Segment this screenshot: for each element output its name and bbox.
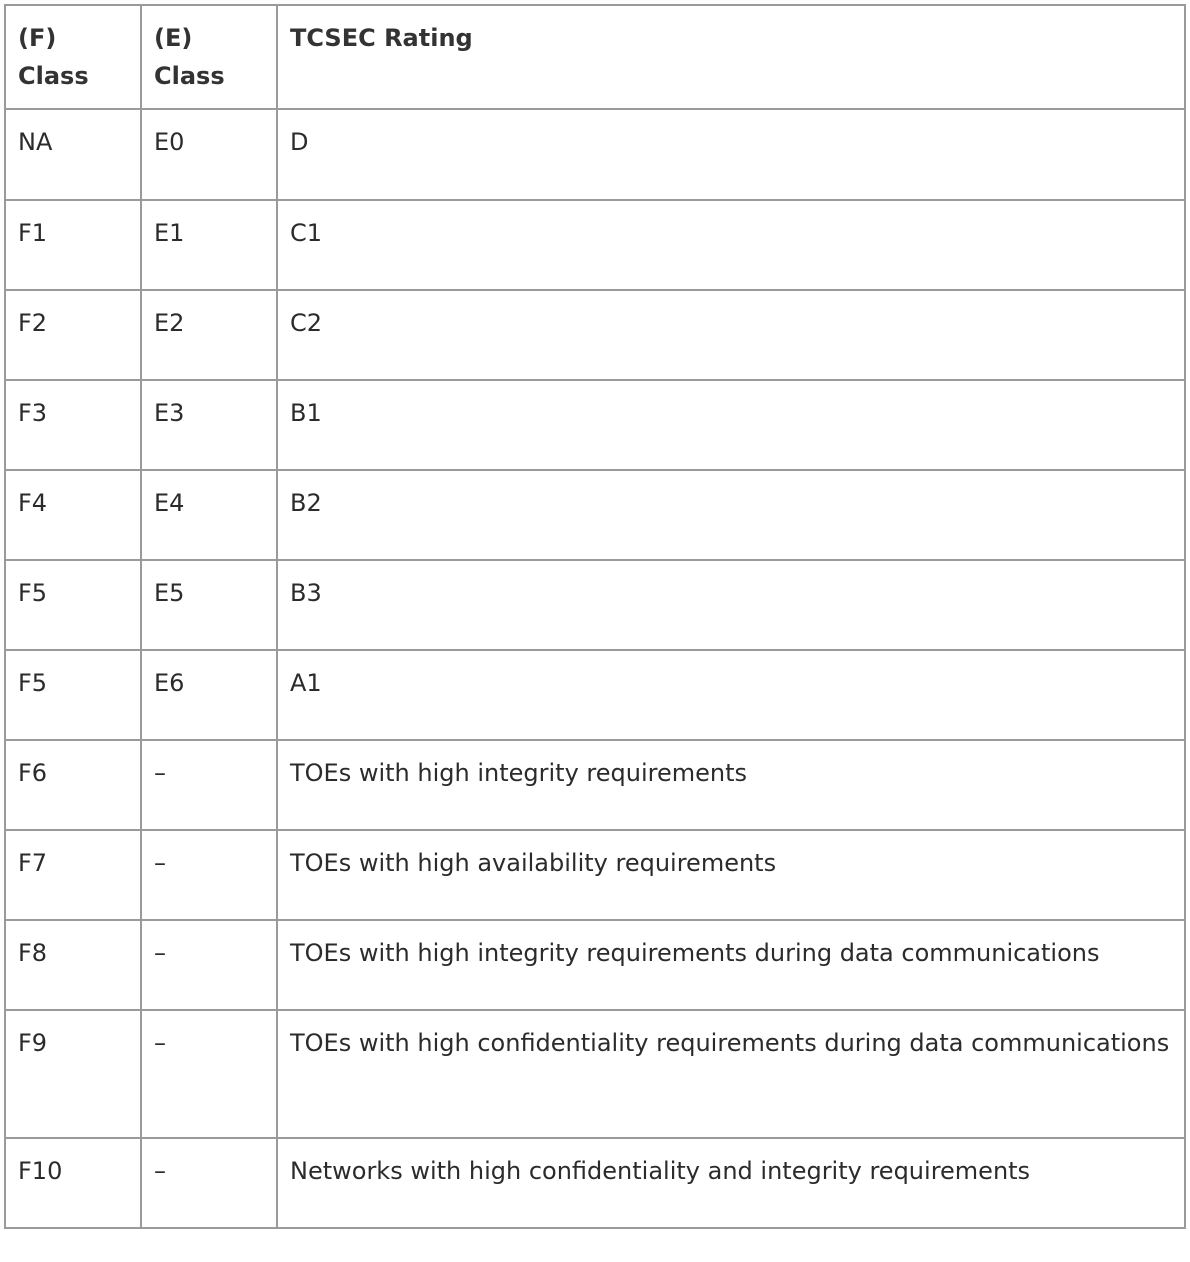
header-f-class-line1: (F) xyxy=(18,24,57,52)
table-row: F8 – TOEs with high integrity requiremen… xyxy=(4,919,1186,1011)
cell-e-class: – xyxy=(140,739,278,831)
cell-f-class: F2 xyxy=(4,289,142,381)
table-row: F1 E1 C1 xyxy=(4,199,1186,291)
cell-e-class: – xyxy=(140,1009,278,1139)
table-row: F9 – TOEs with high confidentiality requ… xyxy=(4,1009,1186,1139)
table-row: F4 E4 B2 xyxy=(4,469,1186,561)
cell-f-class: F6 xyxy=(4,739,142,831)
table-row: F5 E6 A1 xyxy=(4,649,1186,741)
header-e-class-line2: Class xyxy=(154,62,225,90)
cell-f-class: F5 xyxy=(4,559,142,651)
cell-f-class: F4 xyxy=(4,469,142,561)
document-body: (F) Class (E) Class TCSEC Rating NA E0 D… xyxy=(4,4,1186,1229)
cell-f-class: F10 xyxy=(4,1137,142,1229)
cell-e-class: – xyxy=(140,829,278,921)
header-f-class: (F) Class xyxy=(4,4,142,110)
itsec-tcsec-comparison-table: (F) Class (E) Class TCSEC Rating NA E0 D… xyxy=(4,4,1186,1229)
cell-f-class: F7 xyxy=(4,829,142,921)
cell-tcsec-rating: D xyxy=(276,108,1186,201)
cell-e-class: E2 xyxy=(140,289,278,381)
cell-f-class: F3 xyxy=(4,379,142,471)
cell-e-class: – xyxy=(140,1137,278,1229)
cell-e-class: E0 xyxy=(140,108,278,201)
table-row: NA E0 D xyxy=(4,108,1186,201)
cell-f-class: NA xyxy=(4,108,142,201)
table-row: F5 E5 B3 xyxy=(4,559,1186,651)
cell-tcsec-rating: TOEs with high integrity requirements xyxy=(276,739,1186,831)
table-row: F6 – TOEs with high integrity requiremen… xyxy=(4,739,1186,831)
cell-tcsec-rating: C2 xyxy=(276,289,1186,381)
table-row: F3 E3 B1 xyxy=(4,379,1186,471)
cell-f-class: F1 xyxy=(4,199,142,291)
cell-e-class: E3 xyxy=(140,379,278,471)
cell-tcsec-rating: B1 xyxy=(276,379,1186,471)
header-e-class: (E) Class xyxy=(140,4,278,110)
header-f-class-line2: Class xyxy=(18,62,89,90)
cell-tcsec-rating: TOEs with high availability requirements xyxy=(276,829,1186,921)
cell-tcsec-rating: B2 xyxy=(276,469,1186,561)
cell-e-class: E6 xyxy=(140,649,278,741)
cell-e-class: E4 xyxy=(140,469,278,561)
table-row: F10 – Networks with high confidentiality… xyxy=(4,1137,1186,1229)
header-e-class-line1: (E) xyxy=(154,24,193,52)
cell-tcsec-rating: TOEs with high confidentiality requireme… xyxy=(276,1009,1186,1139)
cell-f-class: F9 xyxy=(4,1009,142,1139)
cell-tcsec-rating: TOEs with high integrity requirements du… xyxy=(276,919,1186,1011)
cell-tcsec-rating: B3 xyxy=(276,559,1186,651)
cell-e-class: – xyxy=(140,919,278,1011)
table-header-row: (F) Class (E) Class TCSEC Rating xyxy=(4,4,1186,110)
cell-e-class: E1 xyxy=(140,199,278,291)
cell-tcsec-rating: C1 xyxy=(276,199,1186,291)
cell-tcsec-rating: A1 xyxy=(276,649,1186,741)
cell-f-class: F8 xyxy=(4,919,142,1011)
table-row: F7 – TOEs with high availability require… xyxy=(4,829,1186,921)
header-tcsec-rating-label: TCSEC Rating xyxy=(290,24,473,52)
cell-f-class: F5 xyxy=(4,649,142,741)
cell-tcsec-rating: Networks with high confidentiality and i… xyxy=(276,1137,1186,1229)
cell-e-class: E5 xyxy=(140,559,278,651)
table-row: F2 E2 C2 xyxy=(4,289,1186,381)
header-tcsec-rating: TCSEC Rating xyxy=(276,4,1186,110)
